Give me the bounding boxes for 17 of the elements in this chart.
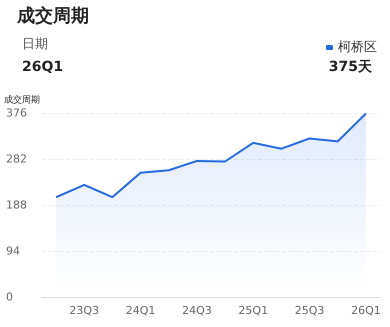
y-tick-label: 188	[6, 198, 27, 212]
text: 375天	[328, 59, 373, 75]
x-tick-label: 25Q3	[294, 304, 324, 317]
y-tick-label: 376	[6, 106, 27, 120]
chart-title: 成交周期	[16, 6, 89, 26]
y-tick-label: 94	[6, 244, 20, 258]
y-tick-label: 282	[6, 152, 27, 166]
y-axis-title: 成交周期	[4, 94, 40, 106]
x-tick-label: 26Q1	[351, 304, 381, 317]
x-tick-label: 24Q1	[126, 304, 156, 317]
text: 日期	[22, 37, 48, 52]
x-tick-label: 23Q3	[69, 304, 100, 317]
y-tick-label: 0	[6, 290, 13, 304]
legend-label: 柯桥区	[338, 40, 377, 55]
text: 26Q1	[22, 59, 64, 75]
x-tick-label: 25Q1	[238, 304, 268, 317]
x-tick-label: 24Q3	[182, 304, 212, 317]
